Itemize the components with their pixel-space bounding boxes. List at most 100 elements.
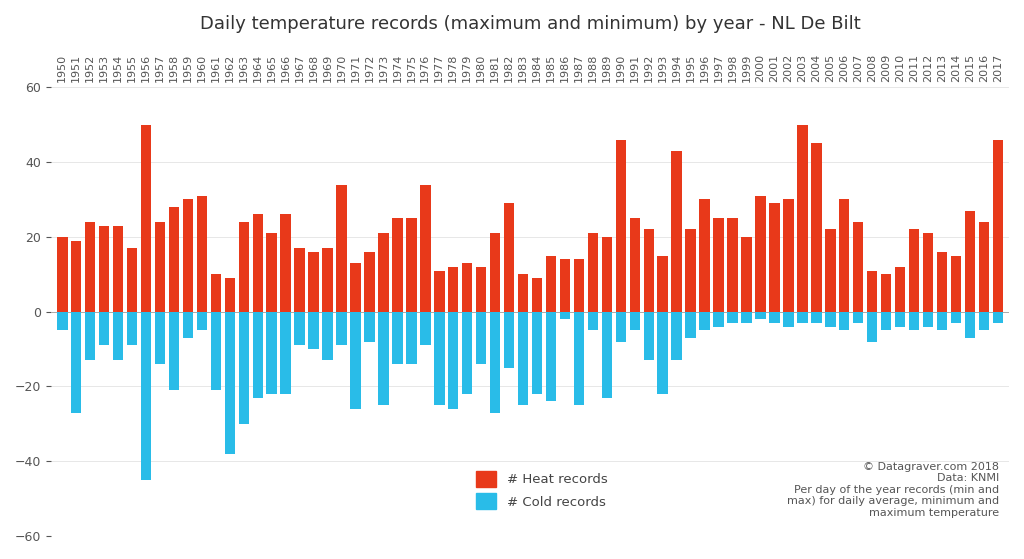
Bar [211,312,221,390]
Bar [531,278,543,312]
Bar [476,312,486,364]
Bar [253,215,263,312]
Bar [923,312,933,326]
Text: © Datagraver.com 2018
Data: KNMI
Per day of the year records (min and
max) for d: © Datagraver.com 2018 Data: KNMI Per day… [787,462,999,518]
Bar [155,222,165,312]
Bar [965,211,975,312]
Bar [797,312,808,323]
Bar [546,312,556,401]
Bar [57,312,68,330]
Bar [281,312,291,394]
Bar [937,312,947,330]
Bar [657,255,668,312]
Bar [99,226,110,312]
Bar [336,312,347,345]
Bar [615,140,626,312]
Bar [476,267,486,312]
Bar [407,218,417,312]
Bar [909,229,920,312]
Bar [560,259,570,312]
Bar [573,259,584,312]
Bar [685,312,696,338]
Bar [211,274,221,312]
Bar [350,263,360,312]
Bar [714,312,724,326]
Bar [560,312,570,319]
Bar [420,184,430,312]
Bar [811,144,821,312]
Bar [714,218,724,312]
Bar [224,278,236,312]
Bar [155,312,165,364]
Bar [266,233,276,312]
Bar [825,312,836,326]
Bar [141,312,152,480]
Bar [797,125,808,312]
Bar [657,312,668,394]
Bar [756,312,766,319]
Bar [57,237,68,312]
Bar [839,312,850,330]
Bar [630,218,640,312]
Bar [643,229,654,312]
Bar [141,125,152,312]
Bar [615,312,626,342]
Bar [462,312,472,394]
Bar [672,312,682,360]
Bar [853,222,863,312]
Bar [392,312,402,364]
Bar [853,312,863,323]
Bar [741,237,752,312]
Bar [224,312,236,454]
Bar [323,312,333,360]
Bar [909,312,920,330]
Bar [881,274,891,312]
Bar [489,312,501,413]
Bar [308,252,318,312]
Bar [420,312,430,345]
Bar [169,312,179,390]
Bar [182,200,194,312]
Bar [811,312,821,323]
Bar [197,196,207,312]
Bar [727,312,737,323]
Bar [602,237,612,312]
Bar [699,200,710,312]
Bar [350,312,360,409]
Bar [127,248,137,312]
Bar [434,271,444,312]
Bar [85,312,95,360]
Bar [99,312,110,345]
Bar [489,233,501,312]
Bar [992,312,1004,323]
Bar [71,240,82,312]
Bar [113,312,123,360]
Bar [979,312,989,330]
Bar [365,252,375,312]
Bar [378,312,389,405]
Bar [85,222,95,312]
Bar [602,312,612,397]
Bar [518,312,528,405]
Bar [867,312,878,342]
Bar [950,312,962,323]
Bar [462,263,472,312]
Bar [588,312,598,330]
Bar [113,226,123,312]
Bar [783,200,794,312]
Bar [783,312,794,326]
Bar [630,312,640,330]
Bar [881,312,891,330]
Bar [253,312,263,397]
Bar [769,312,779,323]
Bar [992,140,1004,312]
Bar [365,312,375,342]
Bar [434,312,444,405]
Bar [756,196,766,312]
Bar [923,233,933,312]
Bar [71,312,82,413]
Bar [531,312,543,394]
Bar [182,312,194,338]
Bar [643,312,654,360]
Bar [937,252,947,312]
